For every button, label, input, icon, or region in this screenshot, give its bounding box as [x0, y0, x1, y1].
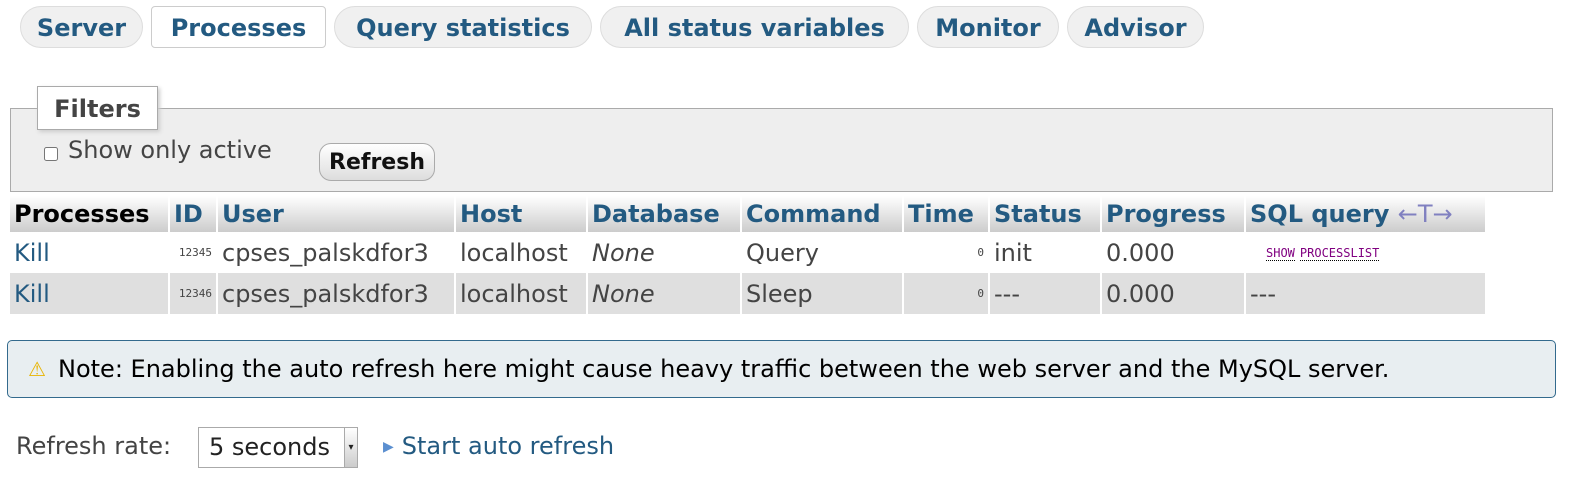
table-row: Kill 12345 cpses_palskdfor3 localhost No…	[10, 232, 1485, 273]
database: None	[588, 273, 740, 314]
process-id: 12346	[170, 273, 216, 314]
kill-link[interactable]: Kill	[14, 238, 50, 267]
col-sql-query[interactable]: SQL query ←T→	[1246, 196, 1485, 232]
refresh-rate-select[interactable]: 5 seconds ▾	[198, 427, 358, 468]
filters-legend: Filters	[37, 86, 158, 130]
sql-keyword-link[interactable]: SHOW	[1266, 245, 1295, 261]
refresh-button[interactable]: Refresh	[319, 143, 435, 181]
progress: 0.000	[1102, 273, 1244, 314]
tab-server[interactable]: Server	[20, 6, 143, 48]
show-only-active-checkbox[interactable]	[44, 147, 58, 161]
warning-icon: ⚠	[28, 357, 46, 381]
host: localhost	[456, 273, 586, 314]
tab-advisor[interactable]: Advisor	[1067, 6, 1204, 48]
dropdown-arrow-icon[interactable]: ▾	[344, 428, 357, 467]
col-progress[interactable]: Progress	[1102, 196, 1244, 232]
command: Query	[742, 232, 902, 273]
col-database[interactable]: Database	[588, 196, 740, 232]
refresh-rate-label: Refresh rate:	[16, 432, 172, 460]
progress: 0.000	[1102, 232, 1244, 273]
col-processes: Processes	[10, 196, 168, 232]
filters-fieldset	[10, 108, 1553, 192]
tab-processes[interactable]: Processes	[151, 6, 326, 48]
database: None	[588, 232, 740, 273]
process-id: 12345	[170, 232, 216, 273]
start-auto-refresh-label: Start auto refresh	[401, 432, 615, 460]
show-only-active-label[interactable]: Show only active	[68, 136, 272, 164]
tab-all-status-variables[interactable]: All status variables	[600, 6, 909, 48]
play-triangle-icon: ▶	[383, 439, 394, 455]
col-host[interactable]: Host	[456, 196, 586, 232]
notice-text: Note: Enabling the auto refresh here mig…	[58, 355, 1390, 383]
user: cpses_palskdfor3	[218, 232, 454, 273]
col-time[interactable]: Time	[904, 196, 988, 232]
kill-link[interactable]: Kill	[14, 279, 50, 308]
sql-keyword-link[interactable]: PROCESSLIST	[1299, 245, 1380, 261]
start-auto-refresh-link[interactable]: ▶ Start auto refresh	[383, 432, 614, 460]
notice-box: ⚠ Note: Enabling the auto refresh here m…	[7, 340, 1556, 398]
tab-query-statistics[interactable]: Query statistics	[334, 6, 592, 48]
col-user[interactable]: User	[218, 196, 454, 232]
col-sql-query-label: SQL query	[1250, 200, 1390, 228]
user: cpses_palskdfor3	[218, 273, 454, 314]
host: localhost	[456, 232, 586, 273]
status: init	[990, 232, 1100, 273]
col-command[interactable]: Command	[742, 196, 902, 232]
col-status[interactable]: Status	[990, 196, 1100, 232]
command: Sleep	[742, 273, 902, 314]
table-row: Kill 12346 cpses_palskdfor3 localhost No…	[10, 273, 1485, 314]
sql-query: ---	[1246, 273, 1485, 314]
tab-monitor[interactable]: Monitor	[917, 6, 1059, 48]
processes-table: Processes ID User Host Database Command …	[8, 196, 1487, 314]
time: 0	[904, 232, 988, 273]
time: 0	[904, 273, 988, 314]
table-header: Processes ID User Host Database Command …	[10, 196, 1485, 232]
col-id[interactable]: ID	[170, 196, 216, 232]
refresh-rate-value: 5 seconds	[209, 433, 330, 461]
sql-query: SHOW PROCESSLIST	[1246, 232, 1485, 273]
column-toggle-icon[interactable]: ←T→	[1397, 200, 1453, 228]
status: ---	[990, 273, 1100, 314]
